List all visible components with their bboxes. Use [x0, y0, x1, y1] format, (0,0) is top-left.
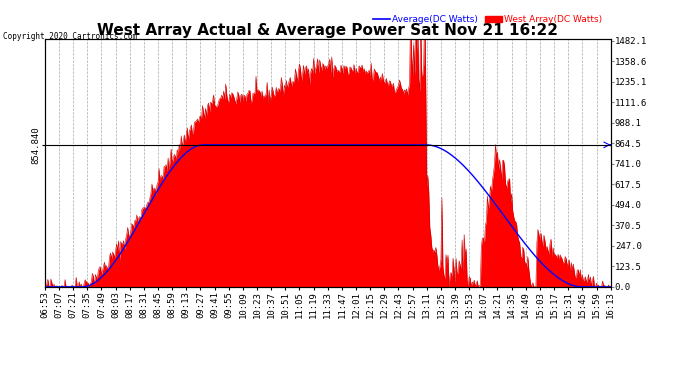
Legend: Average(DC Watts), West Array(DC Watts): Average(DC Watts), West Array(DC Watts) — [370, 12, 606, 28]
Text: Copyright 2020 Cartronics.com: Copyright 2020 Cartronics.com — [3, 32, 137, 41]
Title: West Array Actual & Average Power Sat Nov 21 16:22: West Array Actual & Average Power Sat No… — [97, 23, 558, 38]
